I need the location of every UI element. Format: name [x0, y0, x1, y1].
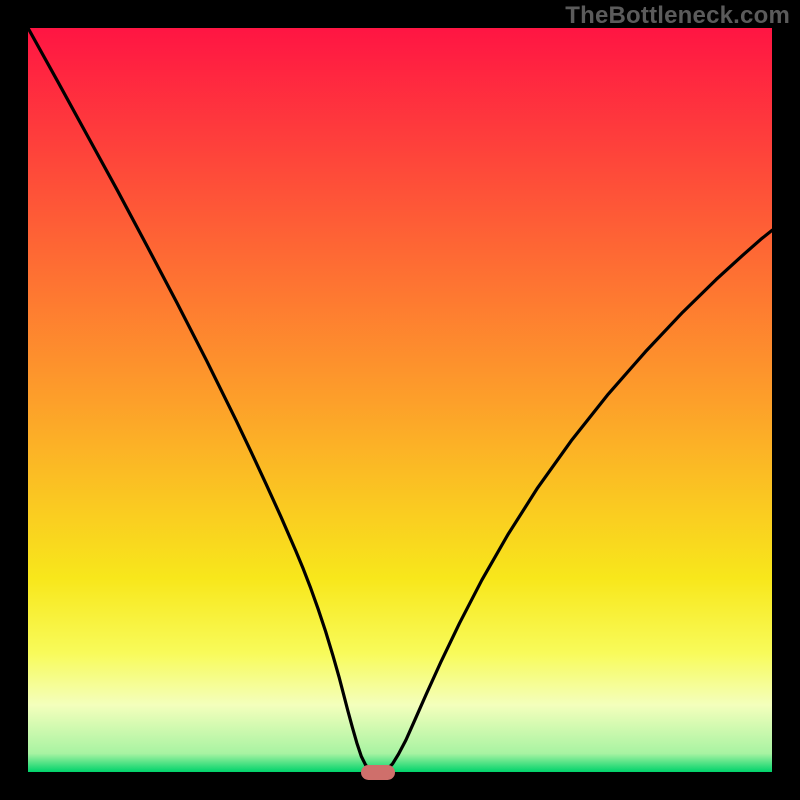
outer-frame: TheBottleneck.com [0, 0, 800, 800]
curve-path [28, 28, 772, 772]
minimum-marker [361, 765, 395, 780]
bottleneck-curve [28, 28, 772, 772]
watermark-text: TheBottleneck.com [565, 2, 790, 30]
plot-area [28, 28, 772, 772]
